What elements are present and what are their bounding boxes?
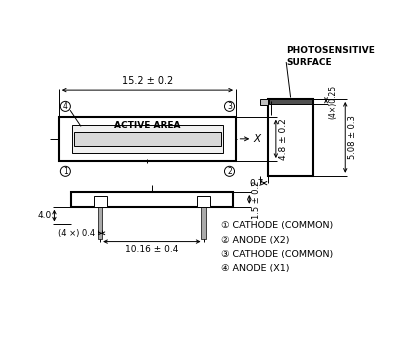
Text: 1.5 ± 0.2: 1.5 ± 0.2 [252,180,261,219]
Text: PHOTOSENSITIVE
SURFACE: PHOTOSENSITIVE SURFACE [286,46,375,66]
Text: 0.7: 0.7 [249,179,264,188]
Text: 1: 1 [63,167,68,176]
Text: ④ ANODE (X1): ④ ANODE (X1) [221,264,290,273]
Text: X: X [254,134,261,144]
Text: 4.0: 4.0 [37,211,52,220]
Bar [98,207,102,239]
Text: 15.2 ± 0.2: 15.2 ± 0.2 [122,76,173,86]
Text: (4 ×) 0.4: (4 ×) 0.4 [58,229,95,238]
Text: (4×)0.25: (4×)0.25 [328,85,338,119]
Text: 3: 3 [227,102,232,111]
Bar [94,196,107,207]
Bar [74,132,221,146]
Text: ACTIVE AREA: ACTIVE AREA [114,121,181,130]
Bar [260,99,268,105]
Bar [72,125,223,153]
Text: ③ CATHODE (COMMON): ③ CATHODE (COMMON) [221,250,334,259]
Text: 4.8 ± 0.2: 4.8 ± 0.2 [279,118,288,160]
Text: ① CATHODE (COMMON): ① CATHODE (COMMON) [221,221,334,230]
Bar [269,99,312,104]
Text: 2: 2 [227,167,232,176]
Bar [268,99,313,176]
Bar [202,207,206,239]
Text: ② ANODE (X2): ② ANODE (X2) [221,236,290,245]
Text: 5.08 ± 0.3: 5.08 ± 0.3 [348,116,357,159]
Bar [197,196,210,207]
Text: 4: 4 [63,102,68,111]
Text: 10.16 ± 0.4: 10.16 ± 0.4 [125,245,178,254]
Bar [59,117,236,161]
Bar [71,192,233,207]
